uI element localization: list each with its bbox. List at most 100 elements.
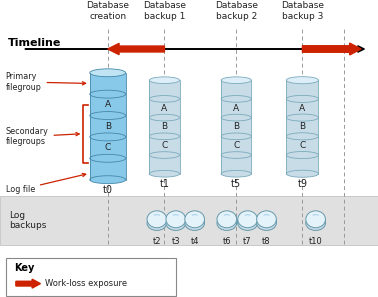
Ellipse shape [149, 114, 180, 121]
Bar [149, 99, 180, 119]
Bar [287, 99, 318, 119]
Ellipse shape [90, 133, 125, 141]
Text: B: B [105, 122, 111, 131]
Text: Primary
filegroup: Primary filegroup [6, 72, 85, 92]
Text: Database
creation: Database creation [86, 1, 129, 21]
Ellipse shape [221, 96, 251, 102]
Text: t4: t4 [191, 237, 199, 246]
Text: Timeline: Timeline [8, 37, 61, 48]
Ellipse shape [149, 96, 180, 102]
FancyArrow shape [302, 43, 361, 55]
Ellipse shape [147, 211, 167, 228]
Text: A: A [233, 104, 239, 113]
Bar [90, 158, 125, 181]
Ellipse shape [306, 216, 325, 230]
FancyBboxPatch shape [0, 196, 378, 245]
FancyArrow shape [16, 279, 40, 288]
Bar [90, 137, 125, 160]
Bar [287, 155, 318, 175]
Ellipse shape [90, 69, 125, 77]
Ellipse shape [238, 216, 257, 230]
Bar [90, 116, 125, 138]
Text: Log
backups: Log backups [9, 211, 47, 230]
Text: Database
backup 3: Database backup 3 [281, 1, 324, 21]
Text: t1: t1 [160, 179, 169, 189]
Ellipse shape [149, 152, 180, 158]
Ellipse shape [166, 216, 186, 230]
Text: Work-loss exposure: Work-loss exposure [45, 279, 127, 288]
Text: t3: t3 [172, 237, 180, 246]
Text: B: B [161, 122, 167, 132]
Bar [221, 99, 251, 119]
Text: t5: t5 [231, 179, 241, 189]
Ellipse shape [217, 211, 237, 228]
Text: A: A [161, 104, 167, 113]
FancyBboxPatch shape [6, 258, 176, 296]
Ellipse shape [287, 95, 318, 102]
Ellipse shape [238, 211, 257, 228]
Text: B: B [233, 122, 239, 132]
Ellipse shape [149, 133, 180, 140]
Bar [287, 136, 318, 157]
Bar [149, 155, 180, 175]
Text: B: B [299, 122, 305, 132]
Text: t7: t7 [243, 237, 252, 246]
Bar [90, 94, 125, 117]
Bar [306, 219, 325, 223]
Ellipse shape [287, 170, 318, 177]
Ellipse shape [90, 90, 125, 98]
Ellipse shape [147, 216, 167, 230]
Text: C: C [299, 141, 305, 150]
Bar [90, 73, 125, 96]
Text: t6: t6 [223, 237, 231, 246]
Bar [287, 118, 318, 138]
Text: Secondary
filegroups: Secondary filegroups [6, 127, 79, 146]
Ellipse shape [221, 152, 251, 158]
Bar [147, 219, 167, 223]
Text: t9: t9 [297, 179, 307, 189]
Bar [221, 80, 251, 100]
Bar [287, 80, 318, 100]
Bar [185, 219, 204, 223]
Bar [221, 155, 251, 175]
Ellipse shape [149, 77, 180, 83]
Ellipse shape [257, 216, 276, 230]
Bar [149, 136, 180, 156]
Text: C: C [161, 141, 167, 150]
Text: t8: t8 [262, 237, 271, 246]
Ellipse shape [166, 211, 186, 228]
Text: C: C [105, 143, 111, 152]
Text: A: A [105, 100, 111, 109]
Text: t10: t10 [309, 237, 322, 246]
Ellipse shape [90, 112, 125, 119]
Ellipse shape [287, 77, 318, 84]
Bar [149, 80, 180, 100]
Text: A: A [299, 104, 305, 113]
Ellipse shape [306, 211, 325, 228]
FancyArrow shape [108, 43, 164, 55]
Bar [238, 219, 257, 223]
Bar [149, 118, 180, 138]
Ellipse shape [287, 114, 318, 121]
Ellipse shape [257, 211, 276, 228]
Bar [221, 136, 251, 156]
Text: t0: t0 [103, 185, 113, 195]
Ellipse shape [149, 170, 180, 177]
Ellipse shape [221, 133, 251, 140]
Ellipse shape [90, 154, 125, 162]
Text: Database
backup 1: Database backup 1 [143, 1, 186, 21]
Text: Log file: Log file [6, 173, 86, 194]
Bar [166, 219, 186, 223]
Bar [217, 219, 237, 223]
Bar [257, 219, 276, 223]
Text: C: C [233, 141, 239, 150]
Text: Key: Key [14, 263, 35, 273]
Ellipse shape [217, 216, 237, 230]
Ellipse shape [287, 151, 318, 159]
Bar [221, 118, 251, 138]
Ellipse shape [185, 211, 204, 228]
Ellipse shape [90, 176, 125, 184]
Ellipse shape [221, 170, 251, 177]
Text: t2: t2 [153, 237, 161, 246]
Ellipse shape [287, 133, 318, 140]
